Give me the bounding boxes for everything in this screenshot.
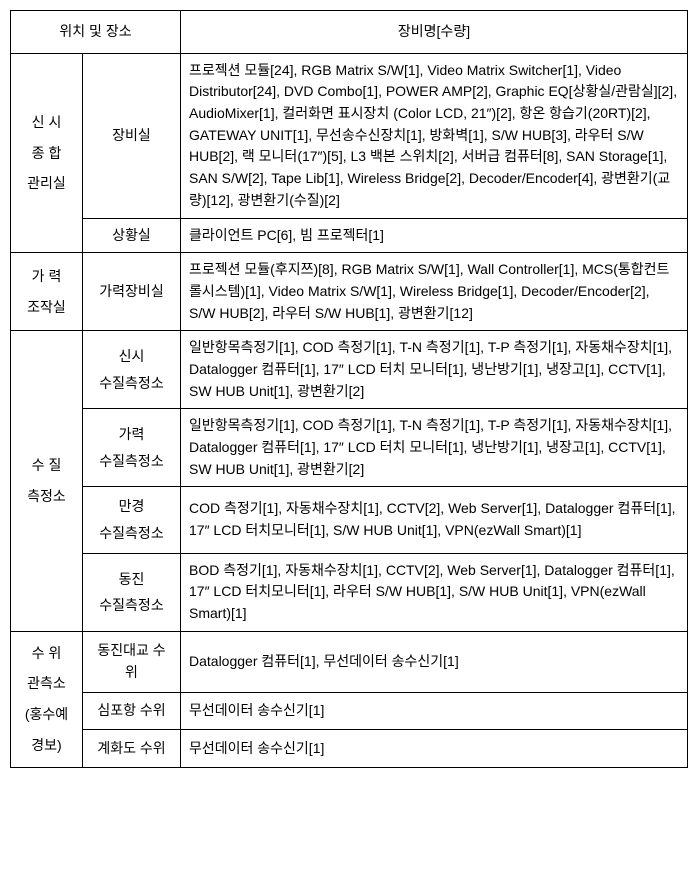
location-secondary: 장비실 (83, 53, 181, 218)
location-secondary: 가력수질측정소 (83, 409, 181, 487)
header-row: 위치 및 장소장비명[수량] (11, 11, 688, 54)
location-secondary: 상황실 (83, 218, 181, 253)
table-row: 수 위관측소(홍수예경보)동진대교 수위Datalogger 컴퓨터[1], 무… (11, 631, 688, 692)
equipment-list: BOD 측정기[1], 자동채수장치[1], CCTV[2], Web Serv… (181, 553, 688, 631)
equipment-list: 클라이언트 PC[6], 빔 프로젝터[1] (181, 218, 688, 253)
location-primary: 가 력조작실 (11, 253, 83, 331)
header-equipment: 장비명[수량] (181, 11, 688, 54)
table-row: 계화도 수위무선데이터 송수신기[1] (11, 730, 688, 768)
table-row: 가 력조작실가력장비실프로젝션 모듈(후지쯔)[8], RGB Matrix S… (11, 253, 688, 331)
table-row: 심포항 수위무선데이터 송수신기[1] (11, 692, 688, 730)
location-secondary: 동진대교 수위 (83, 631, 181, 692)
table-row: 가력수질측정소일반항목측정기[1], COD 측정기[1], T-N 측정기[1… (11, 409, 688, 487)
equipment-list: 프로젝션 모듈(후지쯔)[8], RGB Matrix S/W[1], Wall… (181, 253, 688, 331)
equipment-list: 프로젝션 모듈[24], RGB Matrix S/W[1], Video Ma… (181, 53, 688, 218)
location-primary: 수 질측정소 (11, 331, 83, 631)
location-secondary: 가력장비실 (83, 253, 181, 331)
table-row: 상황실클라이언트 PC[6], 빔 프로젝터[1] (11, 218, 688, 253)
equipment-list: 무선데이터 송수신기[1] (181, 692, 688, 730)
location-primary: 수 위관측소(홍수예경보) (11, 631, 83, 767)
table-row: 동진수질측정소BOD 측정기[1], 자동채수장치[1], CCTV[2], W… (11, 553, 688, 631)
location-secondary: 계화도 수위 (83, 730, 181, 768)
header-location: 위치 및 장소 (11, 11, 181, 54)
location-secondary: 신시수질측정소 (83, 331, 181, 409)
table-row: 신 시종 합관리실장비실프로젝션 모듈[24], RGB Matrix S/W[… (11, 53, 688, 218)
location-secondary: 만경수질측정소 (83, 487, 181, 553)
location-secondary: 심포항 수위 (83, 692, 181, 730)
equipment-table: 위치 및 장소장비명[수량]신 시종 합관리실장비실프로젝션 모듈[24], R… (10, 10, 688, 768)
table-row: 만경수질측정소COD 측정기[1], 자동채수장치[1], CCTV[2], W… (11, 487, 688, 553)
location-secondary: 동진수질측정소 (83, 553, 181, 631)
equipment-list: 일반항목측정기[1], COD 측정기[1], T-N 측정기[1], T-P … (181, 331, 688, 409)
equipment-list: COD 측정기[1], 자동채수장치[1], CCTV[2], Web Serv… (181, 487, 688, 553)
location-primary: 신 시종 합관리실 (11, 53, 83, 253)
equipment-list: 무선데이터 송수신기[1] (181, 730, 688, 768)
table-row: 수 질측정소신시수질측정소일반항목측정기[1], COD 측정기[1], T-N… (11, 331, 688, 409)
equipment-list: 일반항목측정기[1], COD 측정기[1], T-N 측정기[1], T-P … (181, 409, 688, 487)
equipment-list: Datalogger 컴퓨터[1], 무선데이터 송수신기[1] (181, 631, 688, 692)
